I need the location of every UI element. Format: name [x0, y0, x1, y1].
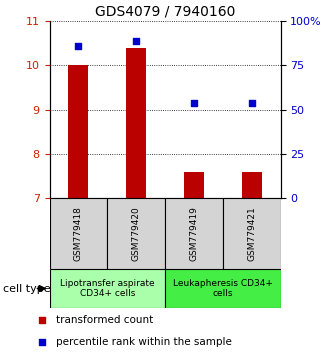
Text: GSM779418: GSM779418	[74, 206, 83, 261]
Text: percentile rank within the sample: percentile rank within the sample	[56, 337, 232, 347]
Bar	[50, 198, 107, 269]
Point	[39, 339, 44, 344]
Point	[191, 100, 197, 106]
Title: GDS4079 / 7940160: GDS4079 / 7940160	[95, 5, 235, 19]
Bar	[184, 172, 204, 198]
Bar	[223, 198, 280, 269]
Bar	[126, 48, 146, 198]
Point	[39, 318, 44, 323]
Bar	[50, 269, 165, 308]
Point	[76, 43, 81, 48]
Point	[133, 38, 139, 44]
Bar	[242, 172, 262, 198]
Text: Lipotransfer aspirate
CD34+ cells: Lipotransfer aspirate CD34+ cells	[60, 279, 154, 298]
Text: GSM779421: GSM779421	[247, 206, 256, 261]
Text: transformed count: transformed count	[56, 315, 153, 325]
Point	[249, 100, 254, 106]
Text: GSM779420: GSM779420	[132, 206, 141, 261]
Text: Leukapheresis CD34+
cells: Leukapheresis CD34+ cells	[173, 279, 273, 298]
Bar	[107, 198, 165, 269]
Text: GSM779419: GSM779419	[189, 206, 198, 261]
Bar	[68, 65, 88, 198]
Text: cell type: cell type	[3, 284, 51, 293]
Bar	[165, 269, 280, 308]
Bar	[165, 198, 223, 269]
